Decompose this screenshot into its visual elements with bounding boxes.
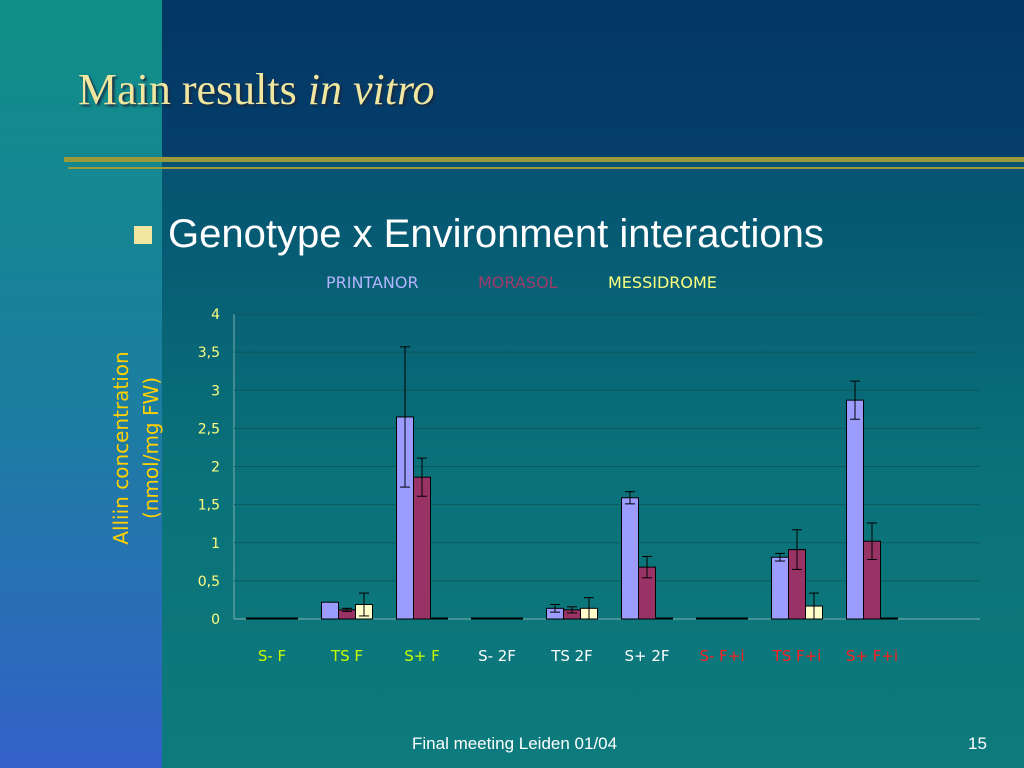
legend-entry: PRINTANOR: [326, 273, 419, 292]
y-tick-label: 2,5: [198, 421, 220, 437]
bar: [655, 617, 673, 620]
x-tick-label: TS F+i: [772, 647, 822, 665]
y-tick-label: 3: [211, 383, 220, 399]
x-tick-label: TS F: [330, 647, 363, 665]
y-tick-label: 2: [211, 460, 220, 476]
page-number: 15: [968, 734, 987, 753]
y-tick-label: 0,5: [198, 574, 220, 590]
legend-entry: MESSIDROME: [608, 273, 717, 292]
bullet-text: Genotype x Environment interactions: [168, 212, 824, 256]
bar: [880, 617, 898, 620]
bar: [621, 497, 639, 620]
x-tick-label: S- F: [258, 647, 286, 665]
bar: [488, 617, 506, 620]
title-band: [162, 0, 1024, 160]
bar: [471, 617, 489, 620]
x-tick-label: S+ F+i: [846, 647, 898, 665]
bar: [846, 399, 864, 620]
y-tick-label: 0: [211, 612, 220, 628]
y-tick-label: 1: [211, 536, 220, 552]
y-axis-title-line2: (nmol/mg FW): [139, 377, 163, 519]
slide-title-italic: in vitro: [307, 65, 435, 114]
y-tick-label: 1,5: [198, 498, 220, 514]
bullet-square-icon: [134, 226, 152, 244]
y-tick-label: 4: [211, 307, 220, 323]
bar: [696, 617, 714, 620]
title-rule-thin: [68, 167, 1024, 169]
y-tick-label: 3,5: [198, 345, 220, 361]
bar: [413, 476, 431, 620]
bar: [321, 601, 339, 620]
slide-title-main: Main results: [78, 65, 308, 114]
bar: [505, 617, 523, 620]
left-accent-band: [0, 0, 162, 768]
slide-title: Main results in vitro: [78, 64, 434, 115]
x-tick-label: S+ F: [404, 647, 440, 665]
bar: [280, 617, 298, 620]
legend-entry: MORASOL: [478, 273, 558, 292]
y-axis-title-line1: Alliin concentration: [109, 351, 133, 544]
title-rule-thick: [64, 157, 1024, 162]
x-tick-label: S- F+i: [699, 647, 744, 665]
bar: [713, 617, 731, 620]
bar: [263, 617, 281, 620]
bar: [246, 617, 264, 620]
bar: [430, 617, 448, 620]
x-tick-label: TS 2F: [550, 647, 593, 665]
bar: [771, 556, 789, 620]
x-tick-label: S- 2F: [478, 647, 516, 665]
bar: [730, 617, 748, 620]
x-tick-label: S+ 2F: [624, 647, 669, 665]
footer-text: Final meeting Leiden 01/04: [412, 734, 618, 753]
